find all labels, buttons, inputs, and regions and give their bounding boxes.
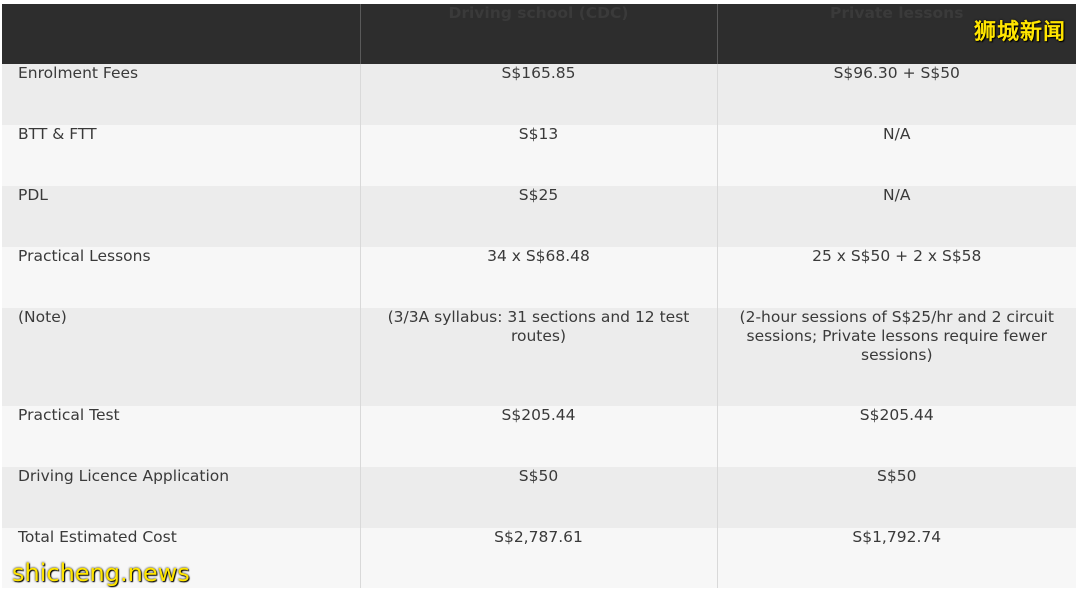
cell-private-lessons: S$96.30 + S$50 — [717, 64, 1076, 125]
cost-comparison-table: Driving school (CDC) Private lessons Enr… — [2, 4, 1076, 588]
row-label: Total Estimated Cost — [2, 528, 361, 588]
table-row: Driving Licence Application S$50 S$50 — [2, 467, 1076, 528]
cell-driving-school: S$205.44 — [360, 406, 718, 467]
row-label: PDL — [2, 186, 361, 247]
watermark-top-right: 狮城新闻 — [973, 20, 1066, 45]
cell-private-lessons: S$1,792.74 — [717, 528, 1076, 588]
table-row: Practical Lessons 34 x S$68.48 25 x S$50… — [2, 247, 1076, 308]
cell-private-lessons: 25 x S$50 + 2 x S$58 — [717, 247, 1076, 308]
table-row: BTT & FTT S$13 N/A — [2, 125, 1076, 186]
table-header-row: Driving school (CDC) Private lessons — [2, 4, 1076, 64]
row-label: (Note) — [2, 308, 361, 406]
header-label-column — [2, 4, 361, 64]
table-row: (Note) (3/3A syllabus: 31 sections and 1… — [2, 308, 1076, 406]
cell-driving-school: S$2,787.61 — [360, 528, 718, 588]
cell-driving-school: S$25 — [360, 186, 718, 247]
table-row: Practical Test S$205.44 S$205.44 — [2, 406, 1076, 467]
cell-driving-school: S$50 — [360, 467, 718, 528]
row-label: Practical Test — [2, 406, 361, 467]
header-private-lessons: Private lessons — [717, 4, 1076, 64]
cell-driving-school: S$165.85 — [360, 64, 718, 125]
watermark-bottom-left: shicheng.news — [12, 559, 190, 587]
table-row: Enrolment Fees S$165.85 S$96.30 + S$50 — [2, 64, 1076, 125]
cell-driving-school: (3/3A syllabus: 31 sections and 12 test … — [360, 308, 718, 406]
row-label: BTT & FTT — [2, 125, 361, 186]
cell-private-lessons: N/A — [717, 125, 1076, 186]
cell-private-lessons: S$205.44 — [717, 406, 1076, 467]
cell-driving-school: S$13 — [360, 125, 718, 186]
cell-driving-school: 34 x S$68.48 — [360, 247, 718, 308]
row-label: Driving Licence Application — [2, 467, 361, 528]
cell-private-lessons: (2-hour sessions of S$25/hr and 2 circui… — [717, 308, 1076, 406]
cell-private-lessons: S$50 — [717, 467, 1076, 528]
row-label: Practical Lessons — [2, 247, 361, 308]
table-row: PDL S$25 N/A — [2, 186, 1076, 247]
header-driving-school: Driving school (CDC) — [360, 4, 718, 64]
table-row: Total Estimated Cost S$2,787.61 S$1,792.… — [2, 528, 1076, 588]
cell-private-lessons: N/A — [717, 186, 1076, 247]
row-label: Enrolment Fees — [2, 64, 361, 125]
